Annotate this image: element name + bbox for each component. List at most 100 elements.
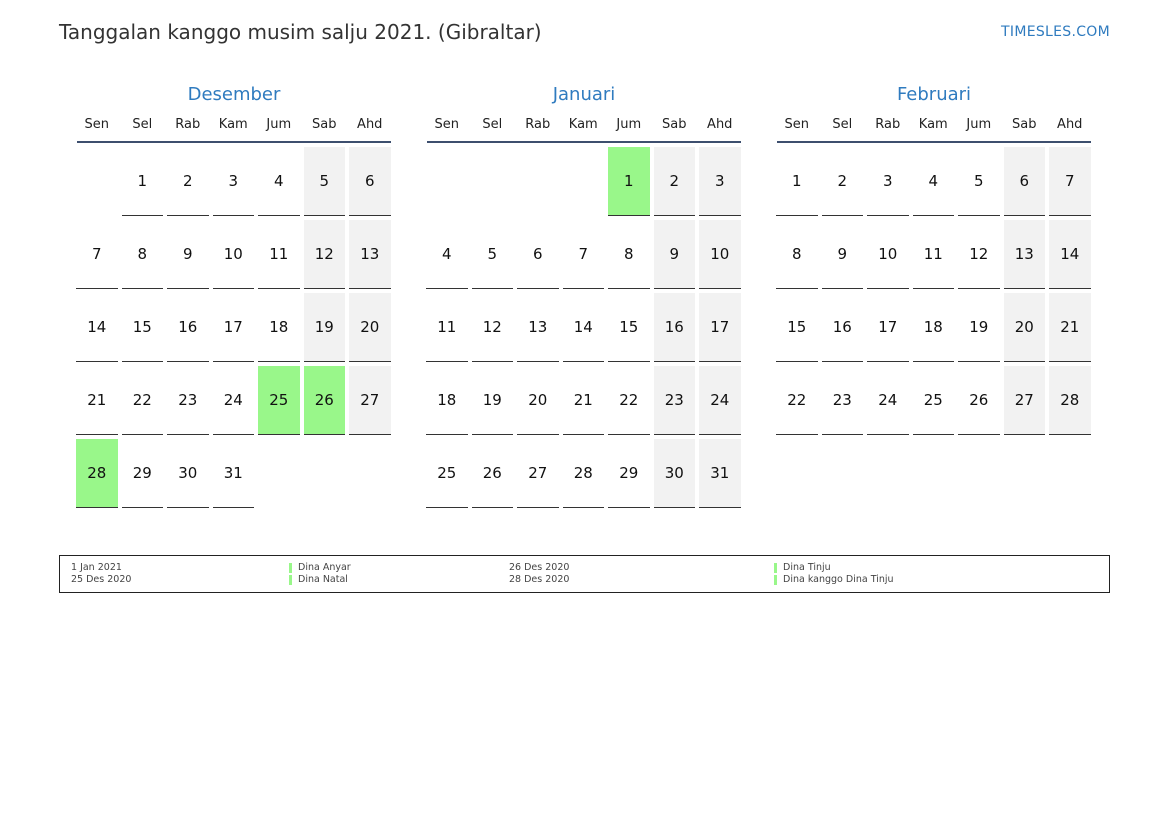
day-cell: 7 bbox=[1049, 147, 1091, 216]
legend-date: 25 Des 2020 bbox=[71, 574, 132, 585]
day-cell: 5 bbox=[303, 147, 345, 216]
day-cell: 31 bbox=[699, 439, 741, 508]
weekday-label: Sab bbox=[1012, 117, 1037, 132]
holiday-legend: 1 Jan 2021 25 Des 2020 Dina Anyar Dina N… bbox=[59, 555, 1110, 593]
day-cell: 14 bbox=[562, 293, 604, 362]
day-cell: 9 bbox=[653, 220, 695, 289]
weekday-label: Sel bbox=[832, 117, 853, 132]
month-divider bbox=[427, 141, 741, 143]
day-cell: 3 bbox=[212, 147, 254, 216]
month-title: Desember bbox=[187, 84, 281, 105]
holiday-day-cell: 25 bbox=[258, 366, 300, 435]
day-cell: 30 bbox=[653, 439, 695, 508]
weekday-label: Sab bbox=[662, 117, 687, 132]
day-cell: 23 bbox=[821, 366, 863, 435]
empty-cell bbox=[517, 147, 559, 216]
day-cell: 11 bbox=[426, 293, 468, 362]
legend-holiday-name: Dina Natal bbox=[298, 574, 348, 585]
day-cell: 6 bbox=[349, 147, 391, 216]
day-cell: 9 bbox=[821, 220, 863, 289]
weekday-label: Sen bbox=[84, 117, 110, 132]
legend-marker bbox=[289, 575, 292, 585]
day-cell: 10 bbox=[699, 220, 741, 289]
day-grid: 1 2 3 4 5 6 7 8 9 10 11 12 13 14 15 16 17 18 19 20 21 22 23 24 2… bbox=[76, 147, 392, 508]
day-cell: 5 bbox=[471, 220, 513, 289]
weekday-label: Jum bbox=[266, 117, 292, 132]
day-cell: 29 bbox=[608, 439, 650, 508]
day-cell: 16 bbox=[821, 293, 863, 362]
day-cell: 18 bbox=[426, 366, 468, 435]
day-cell: 20 bbox=[517, 366, 559, 435]
day-cell: 23 bbox=[653, 366, 695, 435]
day-cell: 24 bbox=[699, 366, 741, 435]
weekday-label: Jum bbox=[616, 117, 642, 132]
legend-holiday-name: Dina kanggo Dina Tinju bbox=[783, 574, 894, 585]
day-cell: 25 bbox=[426, 439, 468, 508]
page-title: Tanggalan kanggo musim salju 2021. (Gibr… bbox=[59, 20, 542, 44]
legend-date: 28 Des 2020 bbox=[509, 574, 570, 585]
day-cell: 17 bbox=[212, 293, 254, 362]
day-cell: 13 bbox=[349, 220, 391, 289]
weekday-label: Kam bbox=[918, 117, 948, 132]
day-cell: 15 bbox=[608, 293, 650, 362]
weekday-label: Rab bbox=[875, 117, 901, 132]
weekday-label: Sen bbox=[434, 117, 460, 132]
day-cell: 24 bbox=[867, 366, 909, 435]
weekday-label: Ahd bbox=[1057, 117, 1083, 132]
day-cell: 2 bbox=[821, 147, 863, 216]
day-cell: 3 bbox=[867, 147, 909, 216]
day-cell: 13 bbox=[1003, 220, 1045, 289]
day-cell: 14 bbox=[1049, 220, 1091, 289]
day-cell: 10 bbox=[212, 220, 254, 289]
weekday-label: Sab bbox=[312, 117, 337, 132]
day-cell: 17 bbox=[699, 293, 741, 362]
empty-cell bbox=[563, 147, 605, 216]
legend-date: 26 Des 2020 bbox=[509, 562, 570, 573]
weekday-label: Sen bbox=[784, 117, 810, 132]
weekday-label: Rab bbox=[525, 117, 551, 132]
weekday-header: Sen Sel Rab Kam Jum Sab Ahd bbox=[426, 114, 742, 136]
day-cell: 19 bbox=[303, 293, 345, 362]
day-cell: 27 bbox=[349, 366, 391, 435]
day-cell: 15 bbox=[121, 293, 163, 362]
weekday-label: Jum bbox=[966, 117, 992, 132]
day-grid: 1 2 3 4 5 6 7 8 9 10 11 12 13 14 15 16 17 18 19 20 21 22 23 24 2… bbox=[776, 147, 1092, 435]
day-cell: 14 bbox=[76, 293, 118, 362]
empty-cell bbox=[426, 147, 468, 216]
day-cell: 8 bbox=[776, 220, 818, 289]
day-cell: 2 bbox=[167, 147, 209, 216]
day-cell: 27 bbox=[517, 439, 559, 508]
day-cell: 6 bbox=[1003, 147, 1045, 216]
day-cell: 11 bbox=[258, 220, 300, 289]
holiday-day-cell: 26 bbox=[303, 366, 345, 435]
day-cell: 16 bbox=[653, 293, 695, 362]
day-cell: 4 bbox=[426, 220, 468, 289]
day-cell: 12 bbox=[303, 220, 345, 289]
weekday-label: Rab bbox=[175, 117, 201, 132]
month-title: Februari bbox=[896, 84, 972, 105]
day-cell: 18 bbox=[258, 293, 300, 362]
day-cell: 22 bbox=[608, 366, 650, 435]
day-cell: 21 bbox=[76, 366, 118, 435]
legend-holiday-name: Dina Tinju bbox=[783, 562, 831, 573]
holiday-day-cell: 28 bbox=[76, 439, 118, 508]
empty-cell bbox=[472, 147, 514, 216]
day-cell: 15 bbox=[776, 293, 818, 362]
weekday-label: Kam bbox=[568, 117, 598, 132]
day-cell: 4 bbox=[258, 147, 300, 216]
day-cell: 13 bbox=[517, 293, 559, 362]
day-cell: 10 bbox=[867, 220, 909, 289]
weekday-label: Kam bbox=[218, 117, 248, 132]
legend-marker bbox=[774, 575, 777, 585]
day-cell: 21 bbox=[562, 366, 604, 435]
day-cell: 1 bbox=[776, 147, 818, 216]
weekday-label: Sel bbox=[132, 117, 153, 132]
day-cell: 21 bbox=[1049, 293, 1091, 362]
day-cell: 31 bbox=[212, 439, 254, 508]
day-cell: 18 bbox=[912, 293, 954, 362]
brand-link[interactable]: TIMESLES.COM bbox=[1001, 24, 1110, 40]
day-cell: 19 bbox=[958, 293, 1000, 362]
day-grid: 1 2 3 4 5 6 7 8 9 10 11 12 13 14 15 16 17 18 19 20 21 22 23 24 2… bbox=[426, 147, 742, 508]
day-cell: 3 bbox=[699, 147, 741, 216]
